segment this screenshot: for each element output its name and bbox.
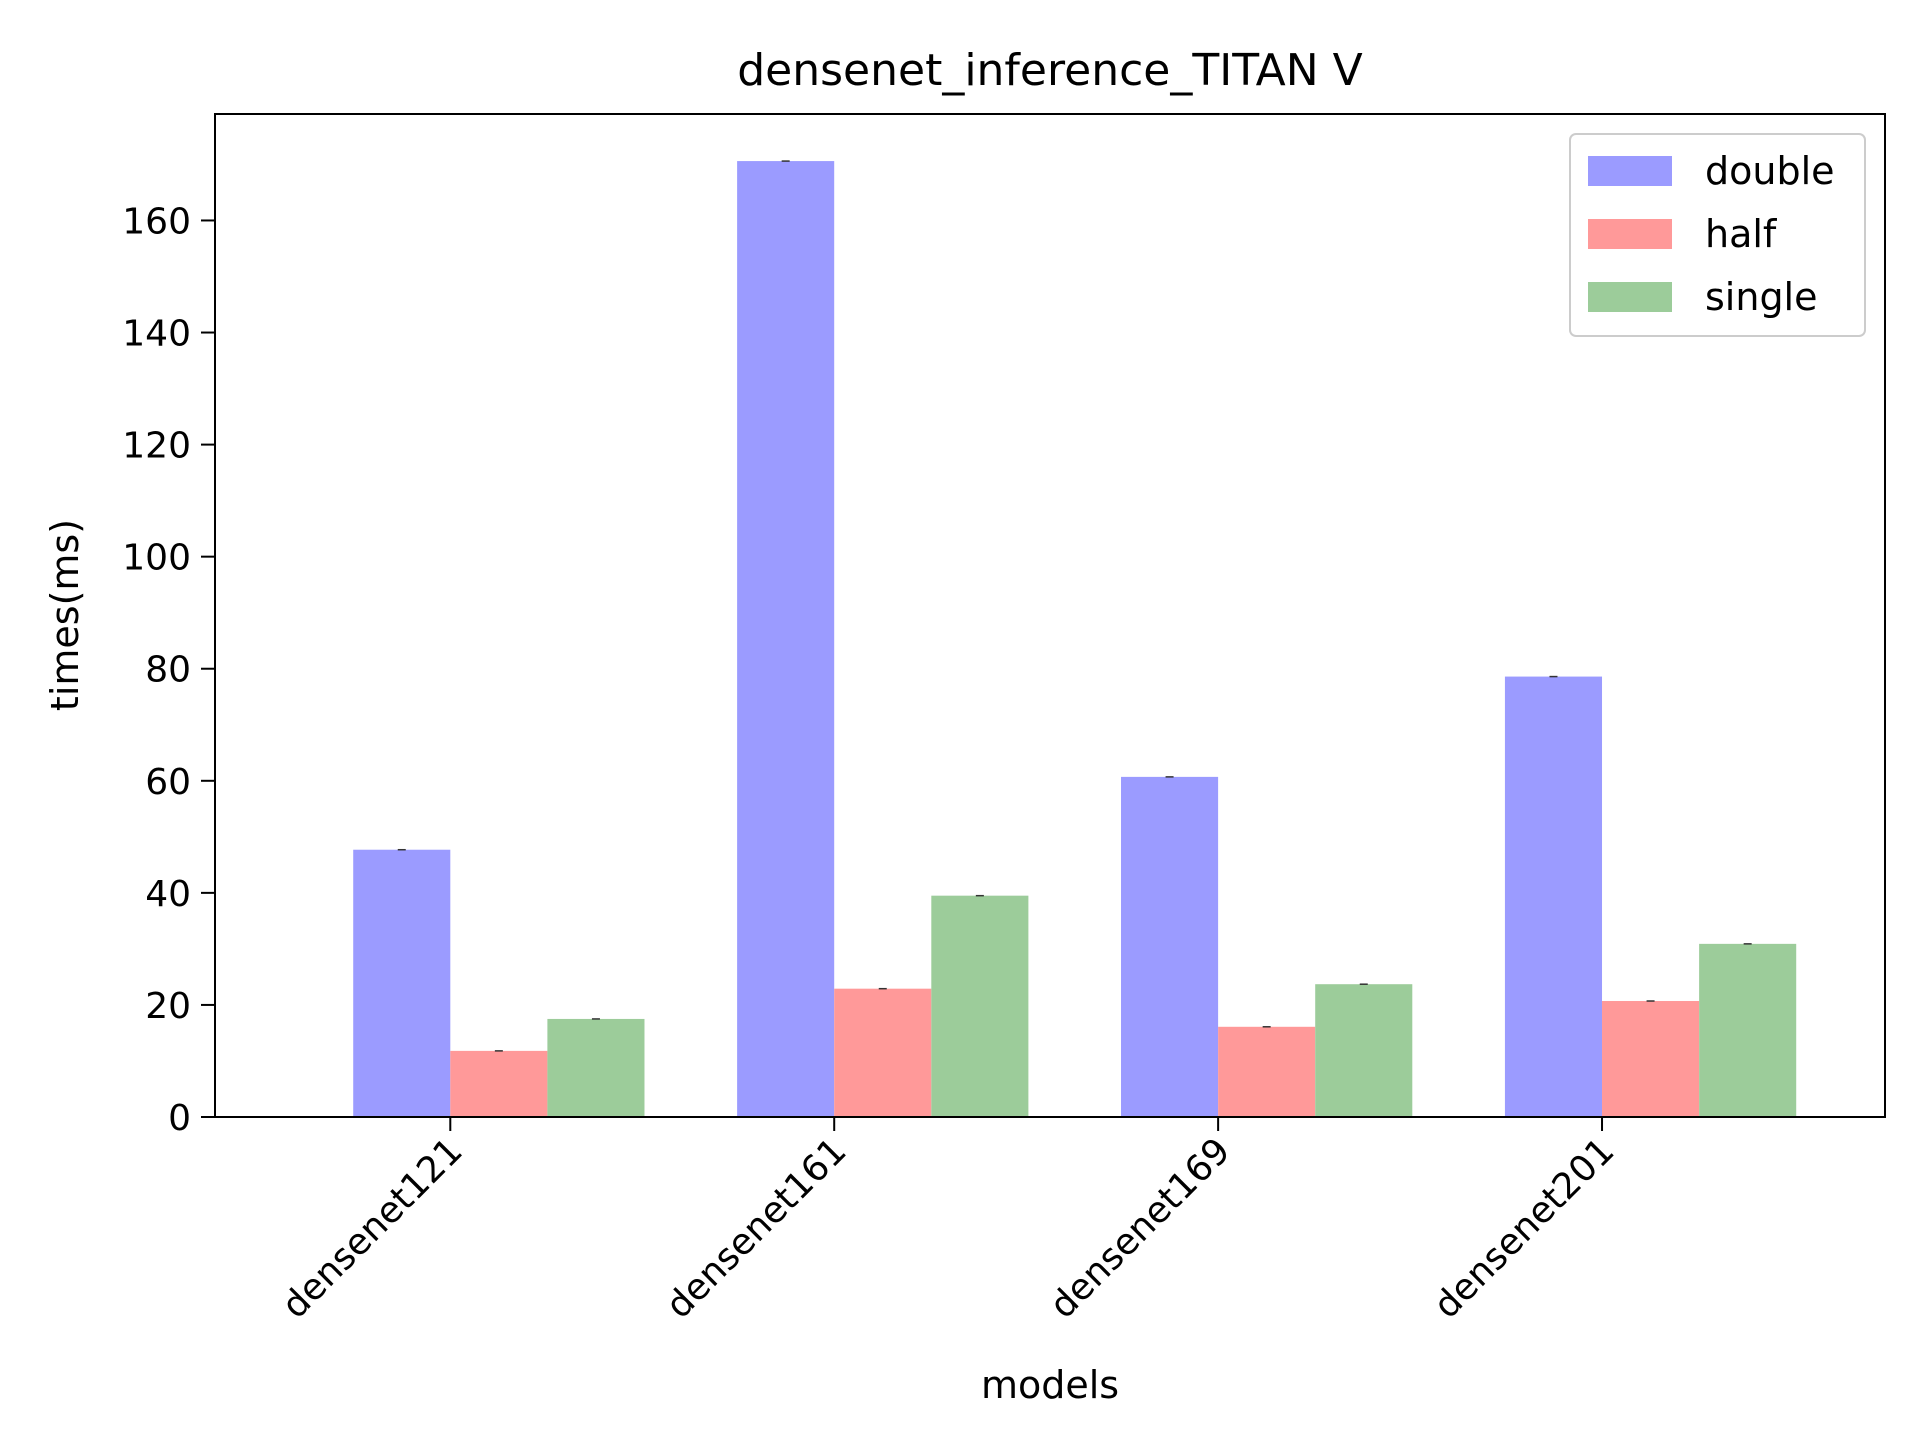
- x-axis-label: models: [981, 1363, 1119, 1407]
- y-axis: 0 20 40 60 80 100 120 140 160: [122, 201, 215, 1139]
- y-tick-label-0: 0: [168, 1098, 191, 1139]
- legend-label-double: double: [1705, 149, 1835, 193]
- y-tick-label-20: 20: [145, 986, 191, 1027]
- bar-double-densenet201: [1504, 676, 1603, 1117]
- bar-half-densenet169: [1218, 1026, 1316, 1117]
- y-tick-label-60: 60: [145, 762, 191, 803]
- legend: double half single: [1569, 133, 1866, 337]
- legend-label-single: single: [1705, 275, 1818, 319]
- bar-single-densenet169: [1315, 984, 1413, 1117]
- bar-double-densenet121: [353, 849, 451, 1117]
- bar-double-densenet161: [737, 161, 835, 1117]
- y-axis-label: times(ms): [43, 519, 87, 711]
- y-tick-label-160: 160: [122, 201, 191, 242]
- legend-swatch-double: [1588, 156, 1672, 186]
- bar-single-densenet201: [1699, 943, 1797, 1117]
- legend-swatch-half: [1588, 219, 1672, 249]
- y-tick-label-100: 100: [122, 538, 191, 579]
- bars-layer: [353, 160, 1797, 1117]
- bar-half-densenet161: [834, 988, 932, 1117]
- bar-double-densenet169: [1121, 776, 1219, 1117]
- y-tick-label-120: 120: [122, 426, 191, 467]
- legend-swatch-single: [1588, 282, 1672, 312]
- y-tick-label-140: 140: [122, 314, 191, 355]
- bar-single-densenet121: [547, 1018, 645, 1117]
- bar-half-densenet121: [450, 1050, 548, 1117]
- y-tick-label-40: 40: [145, 874, 191, 915]
- bar-half-densenet201: [1602, 1001, 1700, 1117]
- chart-title: densenet_inference_TITAN V: [737, 45, 1363, 96]
- y-tick-label-80: 80: [145, 650, 191, 691]
- plot-area-frame: [214, 113, 1886, 1118]
- legend-label-half: half: [1705, 212, 1778, 256]
- bar-single-densenet161: [931, 895, 1029, 1117]
